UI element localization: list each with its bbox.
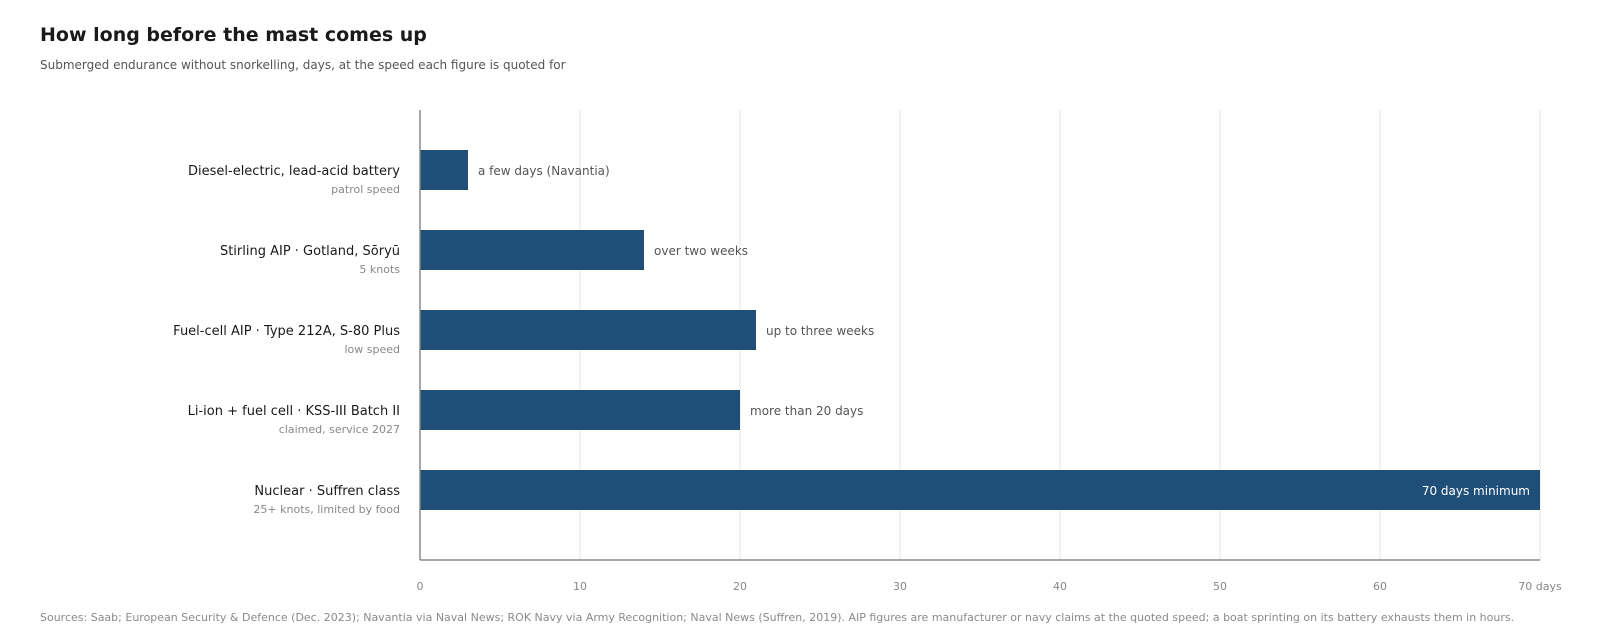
data-label: more than 20 days bbox=[750, 404, 863, 418]
category-label: Diesel-electric, lead-acid battery bbox=[188, 164, 400, 179]
category-label: Nuclear · Suffren class bbox=[254, 484, 400, 499]
x-tick-label: 40 bbox=[1053, 580, 1067, 593]
category-label: Li-ion + fuel cell · KSS-III Batch II bbox=[188, 404, 400, 419]
category-note: 25+ knots, limited by food bbox=[253, 503, 400, 516]
category-label: Stirling AIP · Gotland, Sōryū bbox=[220, 244, 400, 259]
source-note: Sources: Saab; European Security & Defen… bbox=[40, 611, 1515, 624]
x-tick-label: 10 bbox=[573, 580, 587, 593]
data-label: 70 days minimum bbox=[1422, 484, 1530, 498]
x-tick-label: 30 bbox=[893, 580, 907, 593]
data-label: over two weeks bbox=[654, 244, 748, 258]
chart-subtitle: Submerged endurance without snorkelling,… bbox=[40, 58, 566, 72]
data-label: up to three weeks bbox=[766, 324, 874, 338]
x-tick-label: 60 bbox=[1373, 580, 1387, 593]
bar bbox=[420, 230, 644, 270]
category-note: patrol speed bbox=[331, 183, 400, 196]
category-label: Fuel-cell AIP · Type 212A, S-80 Plus bbox=[173, 324, 400, 339]
bar bbox=[420, 470, 1540, 510]
category-note: claimed, service 2027 bbox=[279, 423, 400, 436]
x-tick-label: 70 days bbox=[1518, 580, 1562, 593]
bar bbox=[420, 390, 740, 430]
x-tick-label: 20 bbox=[733, 580, 747, 593]
chart-title: How long before the mast comes up bbox=[40, 24, 427, 46]
bar bbox=[420, 310, 756, 350]
category-note: low speed bbox=[344, 343, 400, 356]
data-label: a few days (Navantia) bbox=[478, 164, 610, 178]
x-tick-label: 50 bbox=[1213, 580, 1227, 593]
bar bbox=[420, 150, 468, 190]
category-note: 5 knots bbox=[359, 263, 400, 276]
x-tick-label: 0 bbox=[417, 580, 424, 593]
